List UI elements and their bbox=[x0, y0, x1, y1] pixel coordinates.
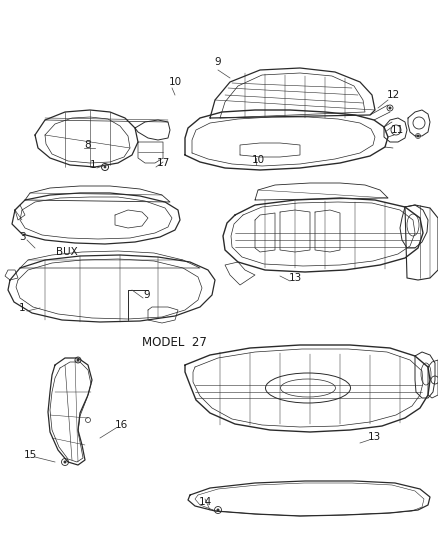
Text: 13: 13 bbox=[288, 273, 302, 283]
Text: 17: 17 bbox=[156, 158, 170, 168]
Text: BUX: BUX bbox=[56, 247, 78, 257]
Text: 15: 15 bbox=[23, 450, 37, 460]
Text: 16: 16 bbox=[114, 420, 127, 430]
Text: 1: 1 bbox=[19, 303, 25, 313]
Circle shape bbox=[77, 359, 79, 361]
Circle shape bbox=[417, 135, 419, 137]
Text: 10: 10 bbox=[251, 155, 265, 165]
Circle shape bbox=[389, 107, 391, 109]
Text: 9: 9 bbox=[144, 290, 150, 300]
Text: 1: 1 bbox=[90, 160, 96, 170]
Text: 12: 12 bbox=[386, 90, 399, 100]
Text: 3: 3 bbox=[19, 232, 25, 242]
Text: 11: 11 bbox=[390, 125, 404, 135]
Circle shape bbox=[64, 461, 66, 463]
Text: 9: 9 bbox=[215, 57, 221, 67]
Text: 14: 14 bbox=[198, 497, 212, 507]
Text: 8: 8 bbox=[85, 140, 91, 150]
Text: MODEL  27: MODEL 27 bbox=[141, 336, 206, 350]
Circle shape bbox=[217, 509, 219, 511]
Circle shape bbox=[104, 166, 106, 168]
Text: 13: 13 bbox=[367, 432, 381, 442]
Text: 10: 10 bbox=[169, 77, 182, 87]
